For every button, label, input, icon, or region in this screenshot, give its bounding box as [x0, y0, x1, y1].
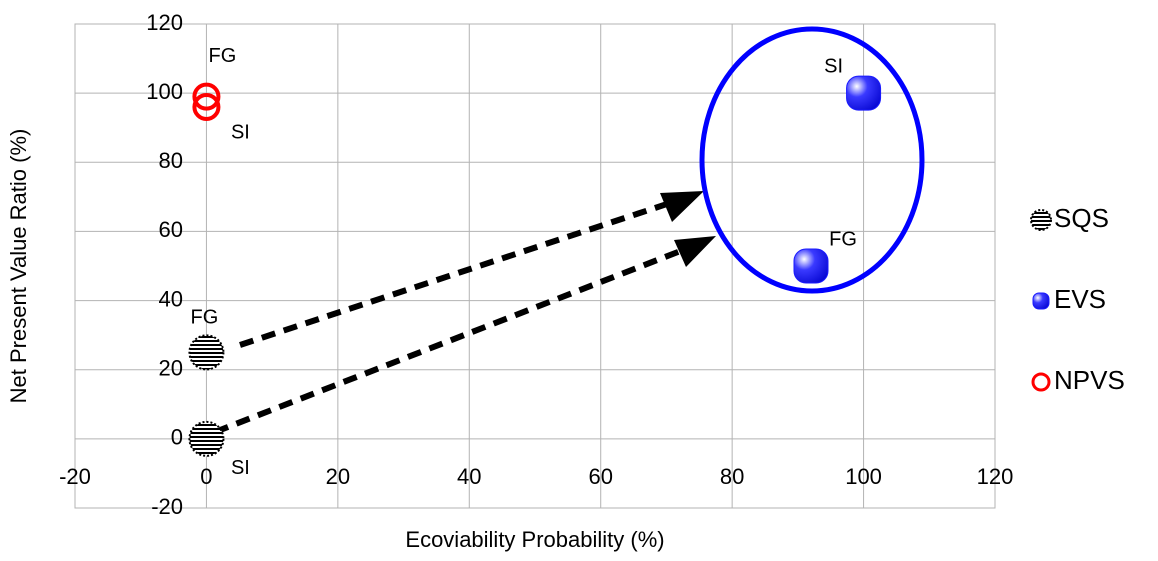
y-tick-label: 120: [146, 10, 183, 35]
series: FG SI: [192, 45, 250, 143]
y-tick-label: -20: [151, 494, 183, 519]
x-tick-label: 40: [457, 464, 481, 489]
legend-swatch: [1031, 372, 1051, 392]
arrow: [213, 247, 685, 435]
x-tick-label: -20: [59, 464, 91, 489]
legend-swatch: [1032, 292, 1050, 310]
x-tick-label: 60: [588, 464, 612, 489]
point-label: FG: [191, 307, 219, 329]
y-tick-label: 100: [146, 79, 183, 104]
point-label: SI: [231, 121, 250, 143]
legend-label: NPVS: [1054, 365, 1125, 395]
x-axis-title: Ecoviability Probability (%): [405, 527, 664, 552]
point-label: FG: [209, 45, 237, 67]
plot-frame: [74, 23, 996, 509]
arrow: [239, 200, 671, 348]
y-tick-label: 60: [159, 217, 183, 242]
legend-swatch: [1030, 209, 1052, 231]
marks: FG SI SI FG FG SI: [188, 45, 882, 479]
legend-item: EVS: [1032, 284, 1106, 314]
point-label: FG: [829, 228, 857, 250]
marker: [188, 420, 225, 457]
annotations: [213, 26, 925, 435]
x-tick-label: 120: [977, 464, 1014, 489]
y-tick-label: 20: [159, 356, 183, 381]
marker: [793, 248, 829, 284]
highlight-ellipse: [699, 26, 925, 294]
marker: [192, 92, 221, 121]
x-tick-label: 100: [845, 464, 882, 489]
x-tick-label: 80: [720, 464, 744, 489]
x-tick-label: 20: [326, 464, 350, 489]
y-axis-title: Net Present Value Ratio (%): [6, 129, 31, 404]
arrow-head: [674, 236, 716, 267]
grid: [74, 23, 996, 509]
point-label: SI: [231, 457, 250, 479]
legend-label: EVS: [1054, 284, 1106, 314]
legend: SQS EVS NPVS: [1030, 203, 1125, 395]
legend-label: SQS: [1054, 203, 1109, 233]
point-label: SI: [824, 55, 843, 77]
marker: [188, 334, 225, 371]
series: SI FG: [793, 55, 882, 284]
y-tick-label: 0: [171, 425, 183, 450]
arrow-head: [660, 191, 704, 222]
marker: [846, 75, 882, 111]
y-tick-label: 80: [159, 148, 183, 173]
legend-item: SQS: [1030, 203, 1109, 233]
x-tick-label: 0: [200, 464, 212, 489]
y-tick-label: 40: [159, 286, 183, 311]
marker: [192, 82, 221, 111]
series: FG SI: [188, 307, 250, 479]
legend-item: NPVS: [1031, 365, 1125, 395]
